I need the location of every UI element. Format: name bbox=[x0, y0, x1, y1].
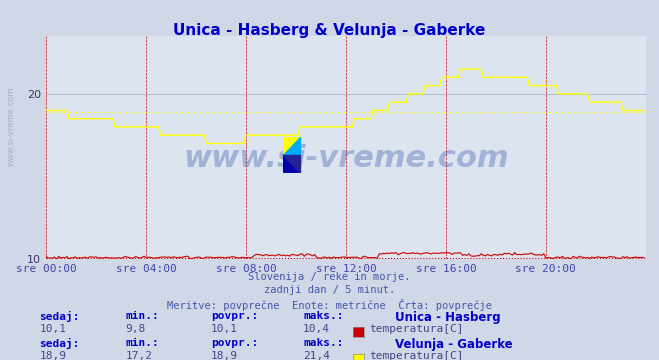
Text: maks.:: maks.: bbox=[303, 311, 343, 321]
Text: 10,4: 10,4 bbox=[303, 324, 330, 334]
Text: 21,4: 21,4 bbox=[303, 351, 330, 360]
Text: zadnji dan / 5 minut.: zadnji dan / 5 minut. bbox=[264, 285, 395, 296]
Text: min.:: min.: bbox=[125, 311, 159, 321]
Text: 10,1: 10,1 bbox=[211, 324, 238, 334]
Text: 18,9: 18,9 bbox=[211, 351, 238, 360]
Text: www.si-vreme.com: www.si-vreme.com bbox=[7, 86, 16, 166]
Polygon shape bbox=[283, 155, 300, 173]
Text: povpr.:: povpr.: bbox=[211, 311, 258, 321]
Text: temperatura[C]: temperatura[C] bbox=[369, 351, 463, 360]
Text: 17,2: 17,2 bbox=[125, 351, 152, 360]
Text: Slovenija / reke in morje.: Slovenija / reke in morje. bbox=[248, 272, 411, 282]
Polygon shape bbox=[283, 137, 300, 155]
Text: Unica - Hasberg: Unica - Hasberg bbox=[395, 311, 501, 324]
Text: 9,8: 9,8 bbox=[125, 324, 146, 334]
Text: maks.:: maks.: bbox=[303, 338, 343, 348]
Text: Unica - Hasberg & Velunja - Gaberke: Unica - Hasberg & Velunja - Gaberke bbox=[173, 23, 486, 39]
Polygon shape bbox=[283, 155, 300, 173]
Text: Velunja - Gaberke: Velunja - Gaberke bbox=[395, 338, 513, 351]
Text: www.si-vreme.com: www.si-vreme.com bbox=[183, 144, 509, 173]
Polygon shape bbox=[283, 137, 300, 155]
Text: sedaj:: sedaj: bbox=[40, 311, 80, 323]
Text: sedaj:: sedaj: bbox=[40, 338, 80, 350]
Text: min.:: min.: bbox=[125, 338, 159, 348]
Text: temperatura[C]: temperatura[C] bbox=[369, 324, 463, 334]
Text: 18,9: 18,9 bbox=[40, 351, 67, 360]
Text: 10,1: 10,1 bbox=[40, 324, 67, 334]
Text: povpr.:: povpr.: bbox=[211, 338, 258, 348]
Text: Meritve: povprečne  Enote: metrične  Črta: povprečje: Meritve: povprečne Enote: metrične Črta:… bbox=[167, 299, 492, 311]
